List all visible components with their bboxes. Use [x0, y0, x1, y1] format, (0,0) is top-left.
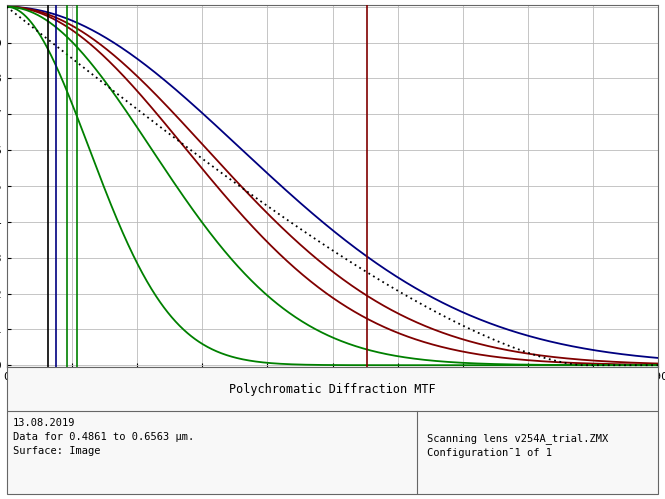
Text: Polychromatic Diffraction MTF: Polychromatic Diffraction MTF — [229, 383, 436, 396]
Text: 13.08.2019
Data for 0.4861 to 0.6563 μm.
Surface: Image: 13.08.2019 Data for 0.4861 to 0.6563 μm.… — [13, 418, 194, 456]
X-axis label: Spatial Frequency in cycles per mm: Spatial Frequency in cycles per mm — [211, 387, 454, 400]
Text: Scanning lens v254A_trial.ZMX
Configuration¯1 of 1: Scanning lens v254A_trial.ZMX Configurat… — [427, 433, 608, 458]
